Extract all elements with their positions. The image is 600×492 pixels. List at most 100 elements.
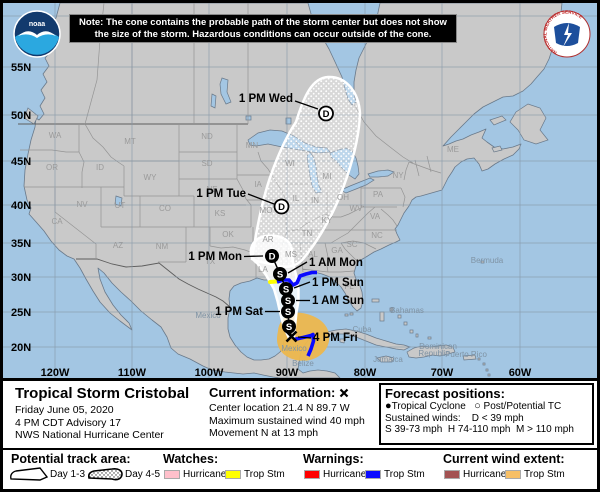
time-label: 1 PM Sat [215, 306, 263, 318]
lat-label: 50N [11, 110, 31, 122]
lon-label: 120W [41, 367, 70, 378]
forecast-point-tc [265, 249, 279, 263]
note-banner: Note: The cone contains the probable pat… [69, 14, 457, 43]
lat-label: 25N [11, 307, 31, 319]
info-panel: Tropical Storm Cristobal Friday June 05,… [3, 378, 597, 448]
wind-categories-row: S 39-73 mph H 74-110 mph M > 110 mph [385, 424, 588, 436]
place-label: Dominican [419, 342, 457, 351]
time-label-pointer [293, 281, 311, 289]
hurricane-warning-swatch [304, 470, 320, 479]
state-label: WI [285, 159, 295, 168]
ts-watch-label: Trop Stm [244, 469, 285, 480]
state-label: MS [285, 250, 297, 259]
ts-watch-swatch [225, 470, 241, 479]
lon-label: 70W [431, 367, 454, 378]
place-label: Bermuda [471, 256, 504, 265]
forecast-point-letter: D [323, 109, 330, 120]
nws-logo: NATIONAL WEATHER SERVICE [542, 9, 591, 58]
lat-label: 55N [11, 62, 31, 74]
forecast-point-letter: S [277, 269, 283, 280]
forecast-point-letter: S [285, 296, 291, 307]
lon-label: 80W [354, 367, 377, 378]
tropical-cyclone-label: Tropical Cyclone [391, 401, 466, 412]
max-wind: Maximum sustained wind 40 mph [209, 414, 365, 427]
state-label: IL [293, 194, 300, 203]
storm-title: Tropical Storm Cristobal [15, 385, 190, 402]
forecast-point-tc [281, 293, 295, 308]
state-label: ND [201, 132, 213, 141]
state-label: MO [260, 206, 273, 215]
state-label: SD [201, 159, 212, 168]
day45-cone-icon [87, 468, 123, 481]
forecast-point-post-tc [318, 105, 334, 122]
forecast-point-letter: D [278, 202, 285, 213]
wind-extent-header: Current wind extent: [443, 452, 565, 466]
post-potential-tc-icon: ○ [474, 400, 481, 412]
wind-category-h: H 74-110 mph [447, 424, 511, 435]
state-label: KS [215, 209, 226, 218]
forecast-positions-header: Forecast positions: [385, 386, 505, 401]
sustained-winds-row: Sustained winds: D < 39 mph [385, 413, 588, 425]
place-label: Republic [418, 349, 449, 358]
watches-header: Watches: [163, 452, 219, 466]
wind-category-d: D < 39 mph [471, 412, 524, 424]
state-label: WY [144, 173, 158, 182]
forecast-point-tc [282, 319, 296, 334]
sustained-winds-label: Sustained winds: [385, 412, 461, 424]
state-label: AR [262, 235, 273, 244]
state-label: NC [371, 231, 383, 240]
wind-category-s: S 39-73 mph [385, 424, 443, 435]
time-label: 1 PM Sun [312, 277, 364, 289]
forecast-positions-box: Forecast positions: ●Tropical Cyclone ○ … [379, 383, 594, 445]
day13-label: Day 1-3 [50, 469, 86, 480]
state-label: CA [51, 217, 63, 226]
islands [23, 103, 549, 377]
noaa-logo-text: noaa [29, 21, 45, 28]
time-label: 1 AM Mon [309, 257, 363, 269]
lon-label: 90W [276, 367, 299, 378]
forecast-point-letter: D [269, 251, 276, 262]
state-label: MT [124, 137, 136, 146]
state-label: WA [49, 131, 62, 140]
state-label: SC [346, 240, 357, 249]
movement: Movement N at 13 mph [209, 427, 319, 439]
ts-extent-label: Trop Stm [524, 469, 565, 480]
state-label: AL [308, 250, 318, 259]
lon-label: 60W [509, 367, 532, 378]
current-info-header: Current information: [209, 385, 365, 400]
lat-label: 45N [11, 156, 31, 168]
agency-name: NWS National Hurricane Center [15, 429, 164, 441]
ts-watch-segment [268, 279, 278, 284]
state-label: OK [222, 230, 234, 239]
map-label-layer: 55N 50N 45N 40N 35N 30N 25N 20N 120W 110W 100W 90W 8… [11, 62, 532, 378]
time-label-pointer [294, 100, 319, 110]
time-label: 1 AM Sun [312, 295, 364, 307]
tropical-cyclone-icon: ● [385, 400, 392, 412]
advisory-date: Friday June 05, 2020 [15, 404, 114, 416]
wind-category-m: M > 110 mph [516, 424, 574, 435]
time-label-pointer [287, 261, 308, 274]
hurricane-watch-swatch [164, 470, 180, 479]
hurricane-warning-label: Hurricane [323, 469, 367, 480]
time-label: 1 PM Tue [196, 188, 246, 200]
forecast-point-tc [279, 282, 293, 296]
warnings-header: Warnings: [303, 452, 364, 466]
lat-label: 40N [11, 200, 31, 212]
state-label: AZ [113, 241, 123, 250]
state-label: ID [96, 163, 104, 172]
state-label: NY [392, 171, 404, 180]
forecast-point-tc [281, 304, 295, 319]
note-line1: Note: The cone contains the probable pat… [79, 17, 447, 28]
advisory-number: 4 PM CDT Advisory 17 [15, 416, 122, 429]
state-label: KY [322, 216, 333, 225]
state-label: OH [337, 193, 349, 202]
lon-label: 110W [118, 367, 147, 378]
state-label: UT [115, 201, 126, 210]
ts-warning-swatch [365, 470, 381, 479]
national-borders [18, 123, 248, 308]
current-information: Current information: Center location 21.… [209, 385, 365, 440]
lat-label: 20N [11, 342, 31, 354]
time-label-pointer [297, 336, 312, 339]
state-label: VA [370, 212, 381, 221]
